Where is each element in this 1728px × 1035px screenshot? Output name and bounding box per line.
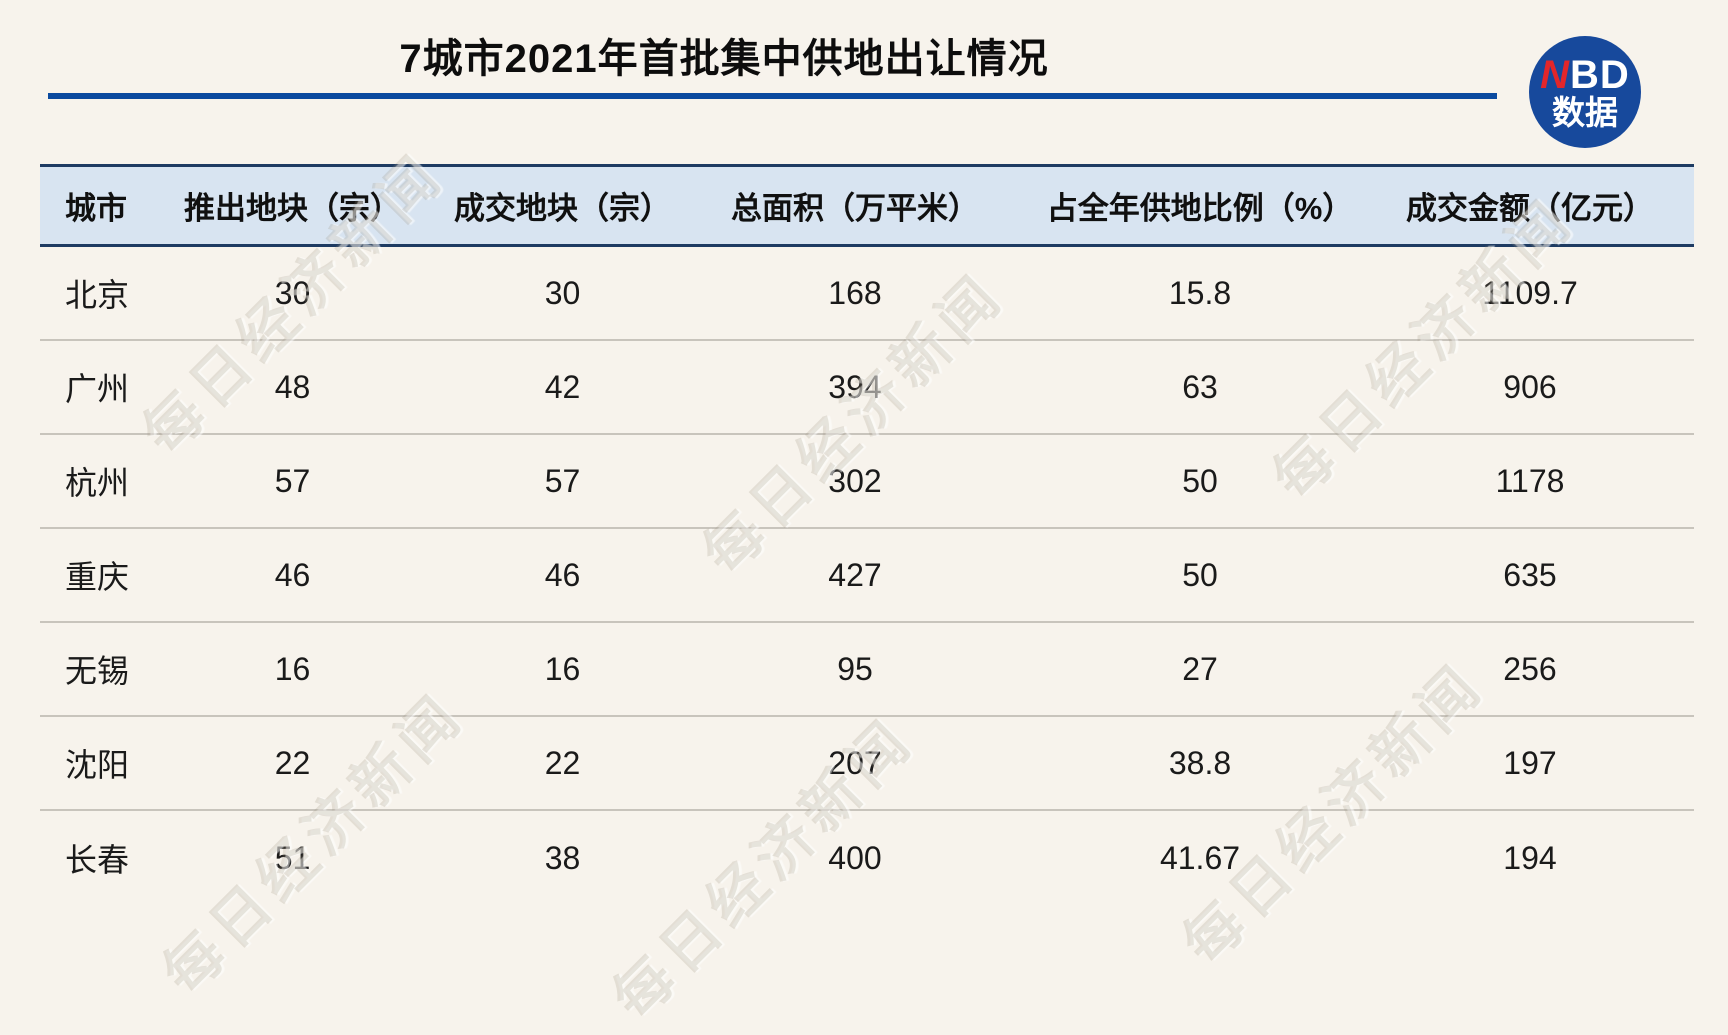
cell-offered: 16 [274, 650, 311, 687]
cell-amount: 197 [1503, 744, 1557, 781]
cell-ratio: 27 [1182, 650, 1218, 687]
table-row: 广州 48 42 394 63 906 [40, 341, 1694, 435]
cell-offered: 51 [274, 839, 311, 876]
nbd-logo-bd: BD [1570, 52, 1630, 97]
cell-area: 427 [828, 556, 882, 593]
cell-area: 168 [828, 274, 882, 311]
cell-sold: 30 [544, 274, 581, 311]
cell-amount: 635 [1503, 556, 1557, 593]
cell-offered: 46 [274, 556, 311, 593]
cell-area: 400 [828, 839, 882, 876]
col-header-sold-parcels: 成交地块（宗） [454, 191, 671, 226]
page-title: 7城市2021年首批集中供地出让情况 [399, 37, 1049, 81]
cell-offered: 48 [274, 368, 311, 405]
cell-ratio: 50 [1182, 556, 1218, 593]
cell-city: 沈阳 [65, 747, 130, 783]
cell-ratio: 38.8 [1168, 744, 1232, 781]
col-header-deal-amount: 成交金额（亿元） [1406, 191, 1654, 226]
cell-sold: 42 [544, 368, 581, 405]
title-underline [48, 93, 1497, 99]
table-row: 无锡 16 16 95 27 256 [40, 623, 1694, 717]
cell-sold: 38 [544, 839, 581, 876]
nbd-logo-n: N [1540, 52, 1571, 97]
cell-ratio: 63 [1182, 368, 1218, 405]
table-row: 重庆 46 46 427 50 635 [40, 529, 1694, 623]
nbd-logo-text: NBD [1540, 54, 1630, 96]
nbd-logo: NBD 数据 [1529, 36, 1641, 148]
col-header-annual-ratio: 占全年供地比例（%） [1046, 191, 1354, 226]
cell-ratio: 41.67 [1159, 839, 1241, 876]
cell-offered: 22 [274, 744, 311, 781]
cell-offered: 57 [274, 462, 311, 499]
cell-sold: 57 [544, 462, 581, 499]
cell-ratio: 15.8 [1168, 274, 1232, 311]
infographic-page: 7城市2021年首批集中供地出让情况 NBD 数据 城市 推出地块（宗） 成交地… [40, 36, 1694, 1032]
cell-city: 北京 [65, 277, 130, 313]
cell-area: 302 [828, 462, 882, 499]
cell-city: 重庆 [65, 559, 130, 595]
cell-city: 杭州 [65, 465, 130, 501]
col-header-offered-parcels: 推出地块（宗） [184, 191, 401, 226]
table-header-row: 城市 推出地块（宗） 成交地块（宗） 总面积（万平米） 占全年供地比例（%） 成… [40, 164, 1694, 247]
cell-city: 无锡 [65, 653, 130, 689]
cell-sold: 16 [544, 650, 581, 687]
land-supply-table: 城市 推出地块（宗） 成交地块（宗） 总面积（万平米） 占全年供地比例（%） 成… [40, 164, 1694, 905]
cell-area: 95 [837, 650, 873, 687]
cell-ratio: 50 [1182, 462, 1218, 499]
cell-amount: 194 [1503, 839, 1557, 876]
cell-amount: 906 [1503, 368, 1557, 405]
cell-offered: 30 [274, 274, 311, 311]
cell-sold: 46 [544, 556, 581, 593]
cell-amount: 1109.7 [1482, 274, 1578, 311]
table-row: 北京 30 30 168 15.8 1109.7 [40, 247, 1694, 341]
cell-city: 广州 [65, 371, 130, 407]
col-header-total-area: 总面积（万平米） [731, 191, 979, 226]
cell-sold: 22 [544, 744, 581, 781]
cell-amount: 1178 [1495, 462, 1565, 499]
cell-area: 207 [828, 744, 882, 781]
table-row: 长春 51 38 400 41.67 194 [40, 811, 1694, 905]
cell-area: 394 [828, 368, 882, 405]
cell-city: 长春 [65, 842, 130, 878]
col-header-city: 城市 [65, 191, 127, 226]
table-row: 沈阳 22 22 207 38.8 197 [40, 717, 1694, 811]
cell-amount: 256 [1503, 650, 1557, 687]
nbd-logo-subtext: 数据 [1552, 93, 1618, 131]
table-row: 杭州 57 57 302 50 1178 [40, 435, 1694, 529]
